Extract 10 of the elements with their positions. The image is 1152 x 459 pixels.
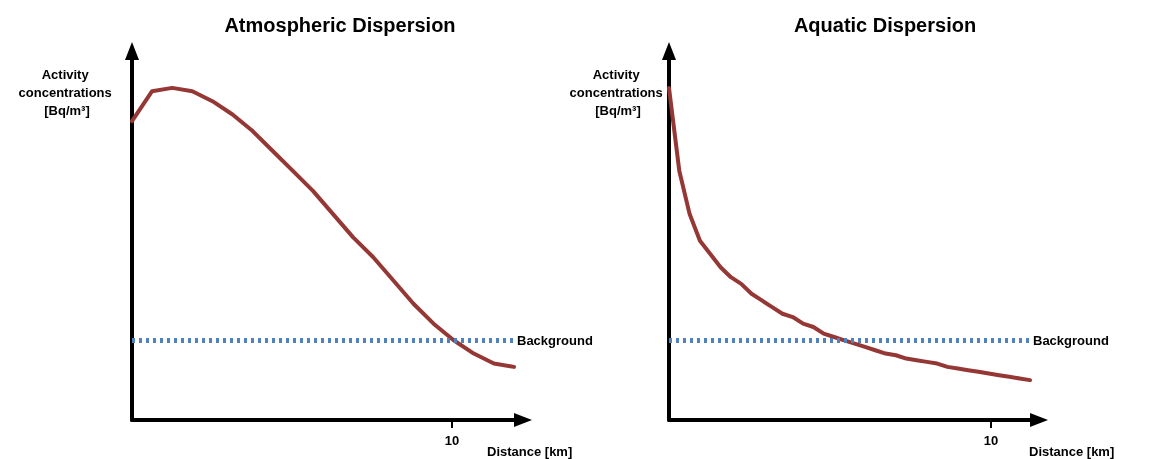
y-axis-title: Activity concentrations [Bq/m³] bbox=[18, 66, 116, 118]
y-axis-title: Activity concentrations [Bq/m³] bbox=[569, 66, 667, 118]
text: 10 bbox=[444, 433, 460, 448]
ref-line-label: Background bbox=[1033, 332, 1109, 348]
chart-title: Atmospheric Dispersion bbox=[224, 14, 456, 36]
x-axis-title: Distance [km] bbox=[1029, 444, 1115, 459]
chart-title: Aquatic Dispersion bbox=[793, 14, 977, 36]
x-axis-title: Distance [km] bbox=[487, 444, 573, 459]
text: 10 bbox=[983, 433, 999, 448]
ref-line-label: Background bbox=[517, 332, 593, 348]
